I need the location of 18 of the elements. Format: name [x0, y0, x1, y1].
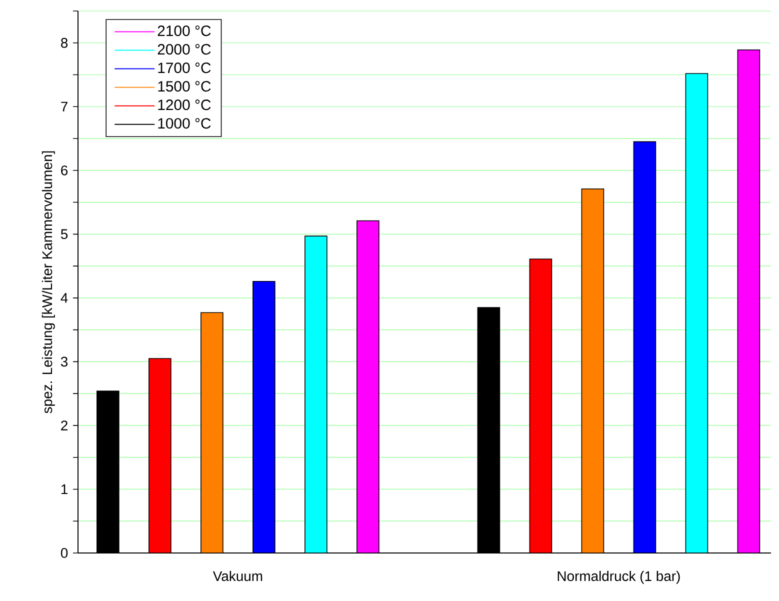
y-axis-title: spez. Leistung [kW/Liter Kammervolumen]	[42, 151, 55, 414]
y-tick-label: 8	[61, 38, 68, 48]
y-tick-label: 7	[61, 102, 68, 112]
legend-label: 1700 °C	[158, 62, 211, 74]
legend-label: 2000 °C	[158, 44, 211, 55]
y-tick-label: 2	[61, 420, 68, 430]
legend-label: 1000 °C	[158, 118, 211, 129]
y-tick-label: 1	[61, 484, 68, 494]
x-tick-label: Normaldruck (1 bar)	[558, 570, 680, 584]
legend-label: 2100 °C	[158, 26, 211, 36]
y-tick-label: 0	[60, 548, 68, 558]
y-tick-label: 6	[61, 165, 68, 176]
y-tick-label: 4	[60, 293, 68, 303]
y-tick-label: 5	[60, 229, 68, 240]
legend-label: 1200 °C	[158, 100, 211, 110]
y-tick-label: 3	[60, 356, 68, 367]
legend-label: 1500 °C	[158, 81, 211, 92]
x-tick-label: Vakuum	[212, 570, 262, 582]
